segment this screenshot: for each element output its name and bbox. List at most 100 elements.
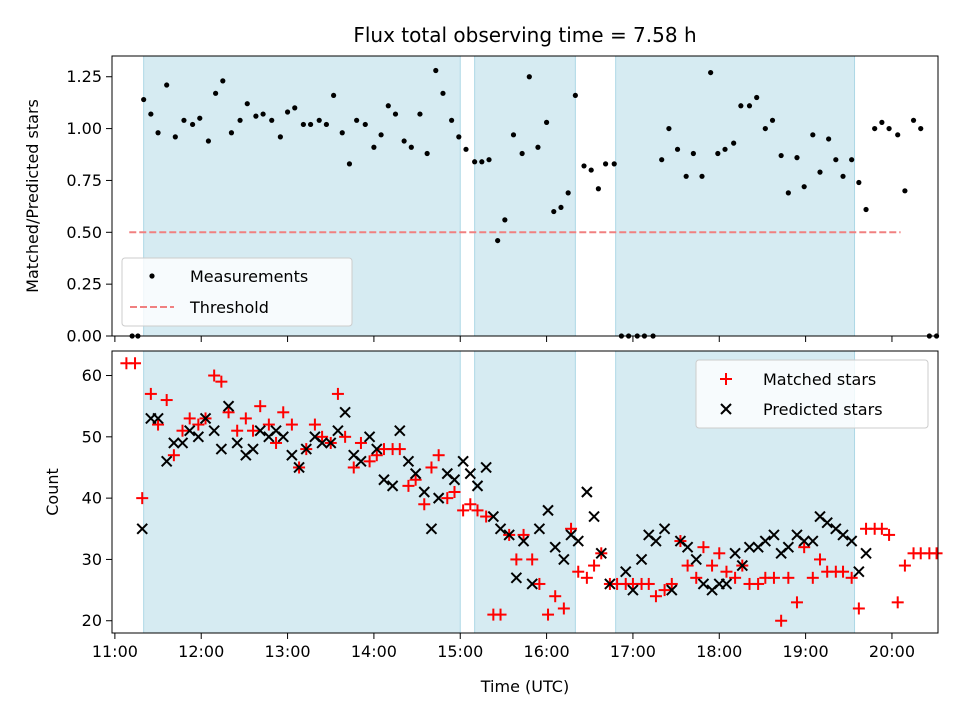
measurement-point	[519, 150, 525, 157]
matched-star-point	[354, 436, 367, 449]
matched-star-point	[533, 577, 546, 590]
predicted-star-point	[650, 535, 662, 547]
measurement-point	[495, 237, 501, 244]
top-shaded-span	[474, 55, 576, 337]
predicted-star-point	[729, 547, 741, 560]
measurement-point	[479, 159, 485, 165]
predicted-star-point	[837, 529, 849, 541]
x-axis-label: Time (UTC)	[480, 677, 569, 696]
top-axes-frame	[111, 55, 939, 337]
matched-star-point	[752, 577, 765, 590]
measurement-point	[449, 117, 455, 123]
measurement-point	[863, 206, 869, 213]
predicted-star-point	[697, 578, 710, 590]
measurement-point	[817, 169, 823, 175]
matched-star-point	[464, 498, 477, 511]
measurement-point	[155, 130, 161, 136]
matched-star-point	[845, 571, 858, 584]
matched-star-point	[806, 571, 819, 584]
ratio-panel: 0.00 0.25 0.50 0.75 1.00 1.25 Flux total obse…	[23, 23, 940, 346]
predicted-star-point	[339, 406, 351, 419]
legend-matched-marker	[720, 373, 732, 385]
matched-star-point	[510, 553, 523, 566]
matched-star-point	[409, 473, 422, 486]
predicted-star-point	[293, 461, 305, 474]
legend-measurements-marker	[149, 273, 155, 279]
measurement-point	[510, 132, 517, 138]
predicted-star-point	[160, 455, 173, 468]
measurement-point	[801, 184, 807, 190]
measurement-point	[141, 96, 147, 103]
top-legend: Measurements Threshold	[121, 257, 353, 327]
matched-star-point	[494, 608, 507, 621]
predicted-star-point	[517, 535, 530, 547]
measurement-point	[738, 103, 744, 109]
legend-threshold-label: Threshold	[189, 298, 269, 317]
measurement-point	[778, 152, 784, 159]
x-tick-label: 12:00	[178, 642, 224, 661]
bottom-y-ticks: 20 30 40 50 60	[82, 366, 112, 630]
predicted-star-point	[471, 480, 484, 492]
bottom-y-tick-label: 30	[82, 550, 102, 569]
matched-star-point	[285, 418, 298, 431]
matched-star-point	[262, 418, 275, 431]
x-tick-label: 20:00	[869, 642, 915, 661]
measurement-point	[856, 179, 862, 186]
x-tick-label: 14:00	[351, 642, 397, 661]
predicted-star-point	[247, 443, 259, 455]
matched-star-point	[370, 449, 383, 462]
measurement-point	[872, 125, 878, 132]
matched-star-point	[588, 559, 601, 572]
measurement-point	[148, 111, 154, 117]
measurement-point	[886, 125, 892, 132]
measurement-point	[463, 146, 469, 152]
measurement-point	[879, 119, 885, 125]
measurement-point	[794, 155, 800, 161]
measurement-point	[433, 67, 439, 74]
matched-star-point	[713, 547, 726, 560]
predicted-star-point	[666, 584, 678, 596]
predicted-star-point	[300, 443, 312, 455]
matched-star-point	[457, 504, 470, 517]
matched-star-point	[697, 541, 710, 554]
predicted-star-point	[743, 541, 756, 553]
matched-star-point	[542, 608, 555, 621]
top-y-tick-label: 0.75	[66, 171, 102, 190]
matched-star-point	[152, 418, 165, 431]
measurement-point	[572, 92, 578, 99]
measurement-point	[346, 161, 353, 167]
matched-star-point	[706, 559, 719, 572]
measurement-point	[472, 159, 478, 165]
measurement-point	[526, 74, 532, 80]
predicted-star-point	[807, 535, 819, 547]
predicted-star-point	[332, 424, 344, 437]
bottom-x-ticks: 11:00 12:00 13:00 14:00 15:00 16:00 17:00 18:00…	[92, 633, 915, 661]
matched-star-point	[649, 590, 662, 603]
measurement-point	[722, 146, 728, 152]
predicted-star-point	[759, 535, 772, 547]
measurement-point	[307, 121, 314, 128]
legend-matched-label: Matched stars	[763, 370, 876, 389]
measurement-point	[440, 90, 446, 96]
measurement-point	[565, 190, 571, 196]
top-marks	[129, 67, 940, 339]
predicted-star-point	[487, 510, 500, 523]
matched-star-point	[331, 387, 344, 400]
measurement-point	[754, 94, 760, 101]
measurement-point	[551, 208, 557, 215]
measurement-point	[253, 113, 259, 119]
measurement-point	[666, 125, 672, 132]
predicted-star-point	[402, 455, 415, 468]
bottom-shaded-span	[143, 350, 461, 634]
top-shaded-spans	[143, 55, 856, 337]
matched-star-point	[402, 479, 415, 492]
measurement-point	[746, 103, 753, 109]
measurement-point	[277, 134, 283, 140]
top-y-tick-label: 1.00	[66, 119, 102, 138]
predicted-star-point	[768, 529, 780, 541]
measurement-point	[228, 130, 235, 136]
matched-star-point	[393, 443, 406, 456]
matched-star-point	[930, 547, 943, 560]
matched-star-point	[572, 565, 585, 578]
